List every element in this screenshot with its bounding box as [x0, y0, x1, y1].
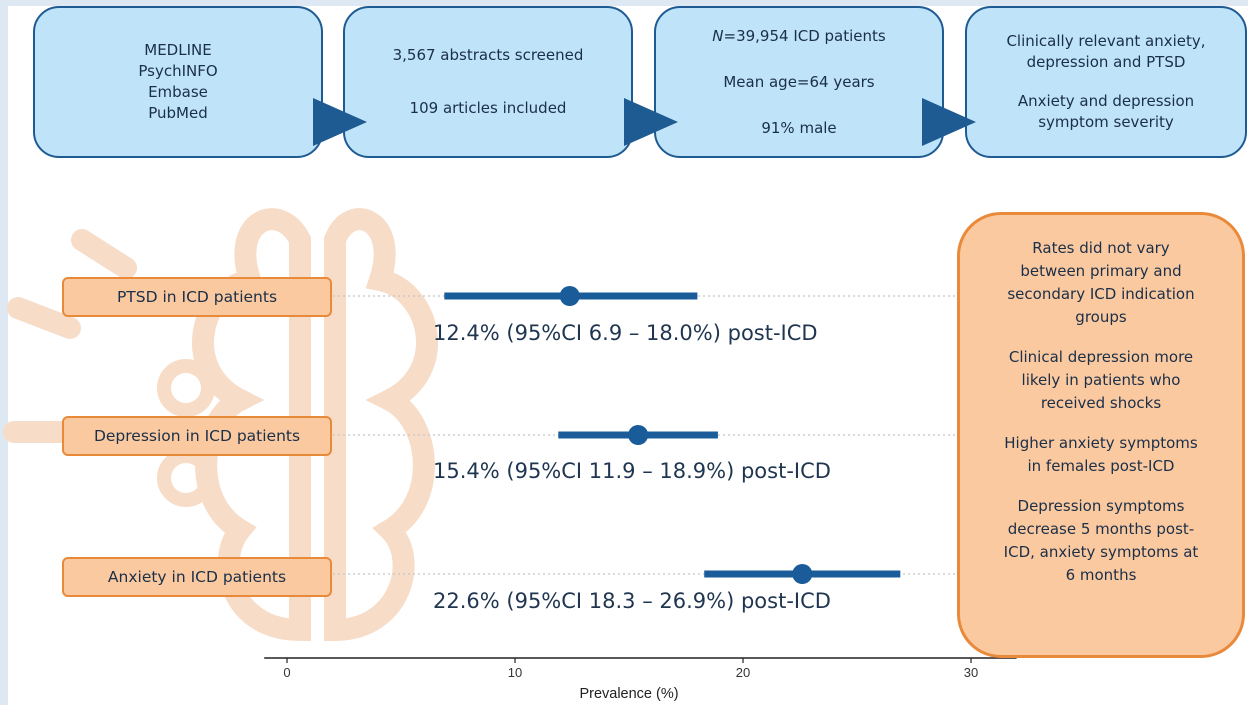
- note-line: between primary and: [1020, 262, 1182, 280]
- note-time-course: Depression symptoms decrease 5 months po…: [1004, 495, 1199, 587]
- estimate-text-ptsd: 12.4% (95%CI 6.9 – 18.0%) post-ICD: [433, 321, 818, 345]
- flow-arrow-2: [624, 98, 678, 146]
- note-line: likely in patients who: [1021, 371, 1181, 389]
- x-axis-title: Prevalence (%): [579, 686, 678, 702]
- note-line: in females post-ICD: [1027, 457, 1175, 475]
- screening-box: 3,567 abstracts screened 109 articles in…: [343, 6, 633, 158]
- database-psychinfo: PsychINFO: [138, 62, 218, 80]
- note-females: Higher anxiety symptoms in females post-…: [1004, 432, 1197, 478]
- note-line: decrease 5 months post-: [1007, 520, 1195, 538]
- databases-box: MEDLINE PsychINFO Embase PubMed: [33, 6, 323, 158]
- male-percent: 91% male: [761, 118, 837, 137]
- estimate-text-anxiety: 22.6% (95%CI 18.3 – 26.9%) post-ICD: [433, 589, 831, 613]
- outcome-line-4: symptom severity: [1038, 113, 1174, 131]
- note-line: ICD, anxiety symptoms at: [1003, 543, 1199, 561]
- outcome-line-3: Anxiety and depression: [1017, 92, 1195, 110]
- note-line: Rates did not vary: [1032, 239, 1170, 257]
- note-line: groups: [1075, 308, 1127, 326]
- outcome-line-1: Clinically relevant anxiety,: [1006, 32, 1206, 50]
- x-tick-label: 10: [508, 665, 522, 680]
- estimate-text-depression: 15.4% (95%CI 11.9 – 18.9%) post-ICD: [433, 459, 831, 483]
- patient-count: N=39,954 ICD patients: [712, 26, 885, 47]
- note-line: 6 months: [1065, 566, 1137, 584]
- x-tick-label: 0: [283, 665, 290, 680]
- note-shocks: Clinical depression more likely in patie…: [1009, 346, 1193, 415]
- point-estimate: [628, 425, 649, 445]
- point-estimate: [559, 286, 580, 306]
- n-symbol: N: [712, 26, 724, 45]
- gear-icon: [157, 359, 215, 417]
- outcomes-box: Clinically relevant anxiety, depression …: [965, 6, 1247, 158]
- note-line: Depression symptoms: [1017, 497, 1185, 515]
- database-embase: Embase: [148, 83, 208, 101]
- note-line: Higher anxiety symptoms: [1004, 434, 1198, 452]
- flow-arrow-3: [922, 98, 976, 146]
- flow-arrow-1: [313, 98, 367, 146]
- note-line: Clinical depression more: [1008, 348, 1194, 366]
- abstracts-screened: 3,567 abstracts screened: [392, 46, 584, 64]
- x-tick-label: 30: [964, 665, 978, 680]
- database-pubmed: PubMed: [148, 104, 208, 122]
- database-medline: MEDLINE: [144, 41, 212, 59]
- row-label-anxiety: Anxiety in ICD patients: [62, 557, 332, 597]
- patients-box: N=39,954 ICD patients Mean age=64 years …: [654, 6, 944, 158]
- light-rays-icon: [71, 229, 137, 279]
- articles-included: 109 articles included: [409, 99, 567, 117]
- point-estimate: [792, 564, 813, 584]
- row-label-depression: Depression in ICD patients: [62, 416, 332, 456]
- x-tick-label: 20: [736, 665, 750, 680]
- note-line: secondary ICD indication: [1007, 285, 1195, 303]
- note-indication: Rates did not vary between primary and s…: [1007, 237, 1194, 329]
- note-line: received shocks: [1040, 394, 1162, 412]
- patient-count-text: =39,954 ICD patients: [723, 26, 886, 45]
- mean-age: Mean age=64 years: [723, 72, 875, 91]
- outcome-line-2: depression and PTSD: [1026, 53, 1186, 71]
- row-label-ptsd: PTSD in ICD patients: [62, 277, 332, 317]
- findings-box: Rates did not vary between primary and s…: [957, 212, 1245, 658]
